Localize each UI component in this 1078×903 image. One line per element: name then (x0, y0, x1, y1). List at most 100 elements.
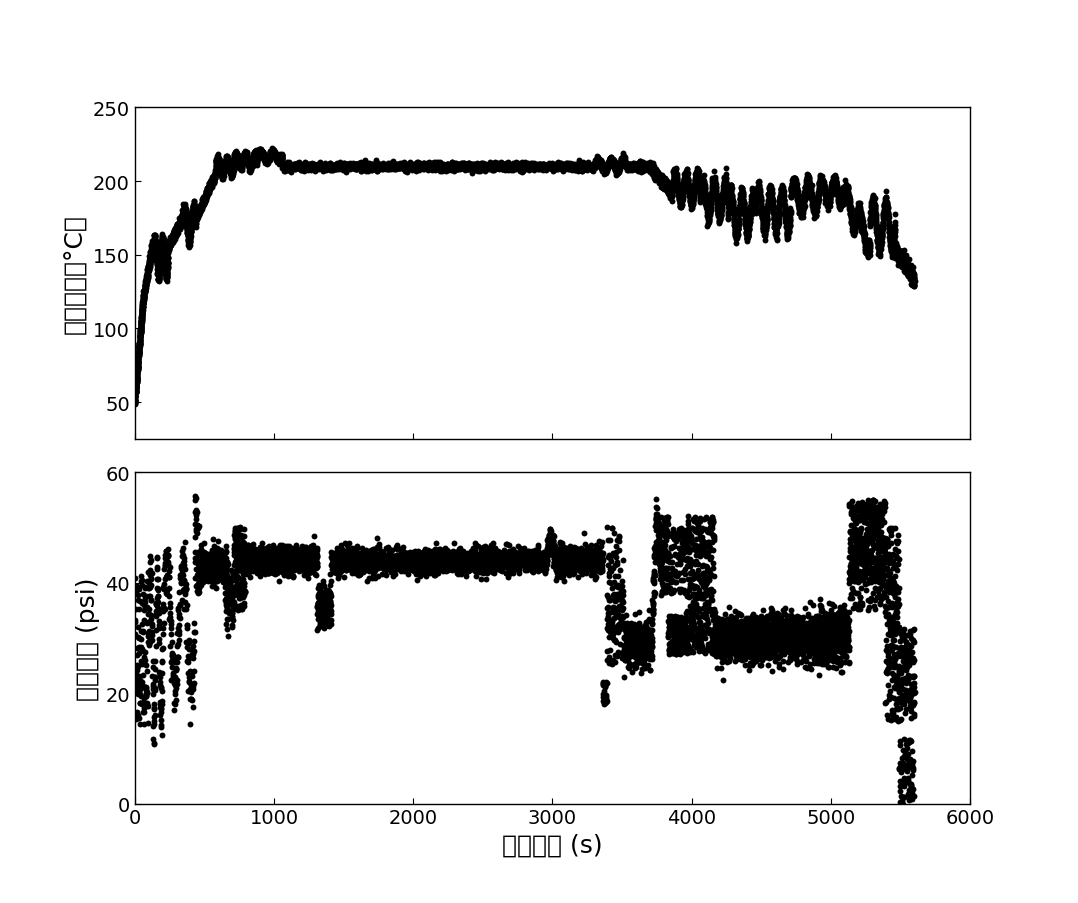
Point (874, 227, 892, 241)
Point (213, 558, 231, 573)
Point (617, 154, 634, 169)
Point (484, 163, 501, 178)
Point (718, 182, 735, 197)
Point (553, 541, 570, 555)
Point (810, 187, 827, 201)
Point (455, 560, 472, 574)
Point (288, 537, 305, 552)
Point (620, 649, 637, 664)
Point (805, 203, 823, 218)
Point (212, 553, 230, 567)
Point (671, 184, 688, 199)
Point (756, 224, 773, 238)
Point (868, 509, 885, 524)
Point (217, 573, 234, 587)
Point (343, 560, 360, 574)
Point (700, 627, 717, 641)
Point (354, 554, 371, 569)
Point (851, 207, 868, 221)
Point (470, 160, 487, 174)
Point (640, 156, 658, 171)
Point (507, 159, 524, 173)
Point (872, 561, 889, 575)
Point (218, 582, 235, 596)
Point (233, 158, 250, 172)
Point (290, 557, 307, 572)
Point (720, 608, 737, 622)
Point (819, 625, 837, 639)
Point (165, 694, 182, 708)
Point (503, 160, 521, 174)
Point (396, 161, 413, 175)
Point (450, 570, 467, 584)
Point (903, 712, 921, 727)
Point (521, 159, 538, 173)
Point (203, 180, 220, 194)
Point (758, 208, 775, 222)
Point (866, 500, 883, 515)
Point (148, 239, 165, 254)
Point (880, 218, 897, 232)
Point (900, 259, 917, 274)
Point (573, 160, 591, 174)
Point (362, 548, 379, 563)
Point (849, 206, 867, 220)
Point (805, 201, 823, 216)
Point (260, 149, 277, 163)
Point (775, 197, 792, 211)
Point (365, 157, 383, 172)
Point (317, 159, 334, 173)
Point (154, 610, 171, 624)
Point (174, 213, 191, 228)
Point (276, 565, 293, 580)
Point (446, 161, 464, 175)
Point (222, 610, 239, 624)
Point (746, 197, 763, 211)
Point (164, 228, 181, 243)
Point (231, 159, 248, 173)
Point (627, 161, 645, 175)
Point (844, 217, 861, 231)
Point (637, 163, 654, 177)
Point (794, 612, 812, 627)
Point (807, 612, 825, 627)
Point (177, 572, 194, 586)
Point (349, 553, 367, 567)
Point (580, 554, 597, 569)
Point (723, 186, 741, 200)
Point (536, 558, 553, 573)
Point (314, 588, 331, 602)
Point (130, 346, 148, 360)
Point (230, 154, 247, 169)
Point (196, 556, 213, 571)
Point (624, 161, 641, 175)
Point (308, 160, 326, 174)
Point (259, 567, 276, 582)
Point (553, 159, 570, 173)
Point (190, 508, 207, 523)
Point (604, 155, 621, 170)
Point (274, 149, 291, 163)
Point (510, 553, 527, 567)
Point (424, 163, 441, 178)
Point (894, 249, 911, 264)
Point (679, 538, 696, 553)
Point (592, 156, 609, 171)
Point (782, 208, 799, 222)
Point (346, 164, 363, 179)
Point (760, 636, 777, 650)
Point (761, 650, 778, 665)
Point (654, 172, 672, 186)
Point (433, 567, 451, 582)
Point (230, 590, 247, 604)
Point (127, 382, 144, 396)
Point (300, 161, 317, 175)
Point (414, 554, 431, 569)
Point (234, 155, 251, 170)
Point (197, 554, 215, 568)
Point (742, 197, 759, 211)
Point (877, 199, 895, 213)
Point (664, 563, 681, 577)
Point (278, 160, 295, 174)
Point (734, 651, 751, 666)
